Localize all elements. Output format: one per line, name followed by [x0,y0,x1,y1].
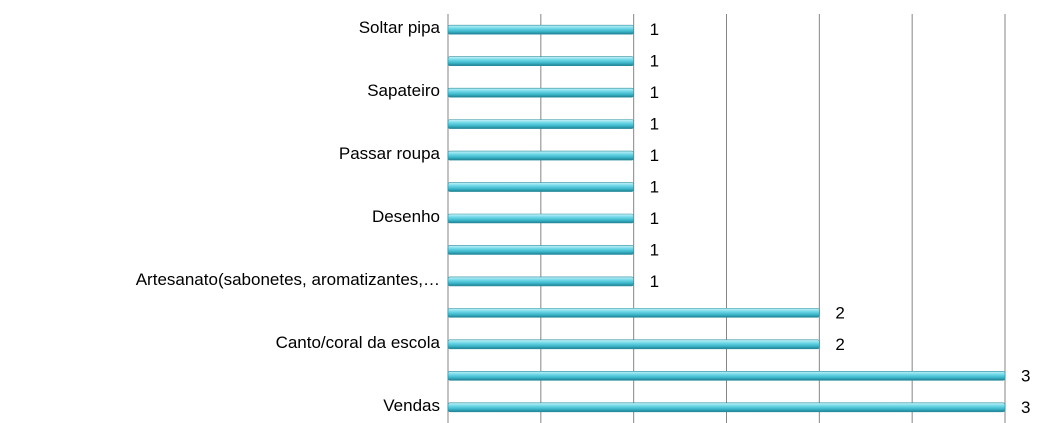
y-tick-label: Soltar pipa [359,18,441,37]
y-tick-label: Canto/coral da escola [276,333,441,352]
value-label: 1 [650,209,659,228]
bar [447,339,820,350]
y-tick-label: Vendas [383,396,440,415]
y-tick-label: Sapateiro [367,81,440,100]
bar [447,213,634,224]
value-label: 3 [1021,366,1030,385]
bar [447,24,634,35]
value-label: 1 [650,83,659,102]
value-label: 1 [650,115,659,134]
bar [447,182,634,192]
y-tick-label: Passar roupa [339,144,441,163]
value-label: 1 [650,178,659,197]
bar [447,119,634,129]
value-label: 3 [1021,398,1030,417]
value-label: 1 [650,240,659,259]
bar [447,150,634,161]
bar [447,87,634,98]
y-tick-label: Artesanato(sabonetes, aromatizantes,… [136,270,440,289]
value-label: 1 [650,272,659,291]
bar [447,56,634,66]
value-label: 1 [650,52,659,71]
bar [447,276,634,287]
value-label: 1 [650,146,659,165]
value-label: 2 [835,335,844,354]
y-tick-label: Desenho [372,207,440,226]
bar [447,245,634,255]
bar [447,308,820,318]
bar [447,402,1006,413]
value-label: 2 [835,303,844,322]
bar [447,371,1006,381]
value-label: 1 [650,20,659,39]
